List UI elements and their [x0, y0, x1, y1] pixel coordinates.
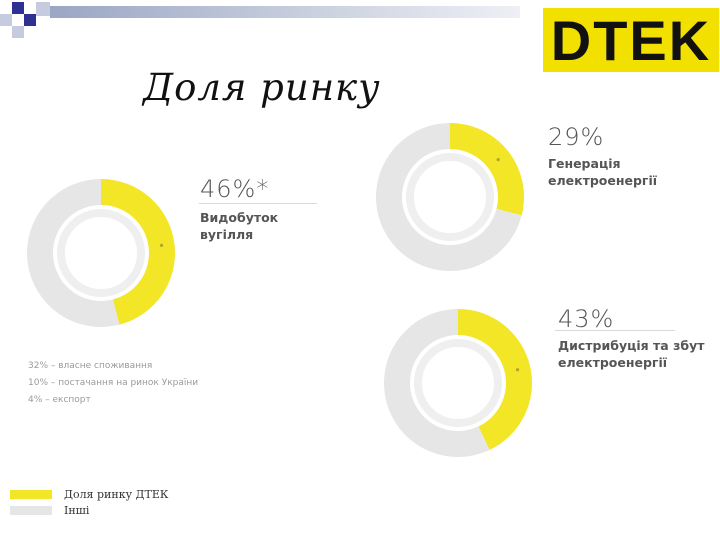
coal-breakdown-notes: 32% – власне споживання 10% – постачання…	[28, 358, 198, 409]
legend-item-other: Інші	[10, 504, 89, 517]
chart-label-coal: Видобуток вугілля	[200, 210, 279, 242]
logo-text: DTEK	[551, 9, 711, 72]
decor-square	[36, 2, 50, 16]
legend-item-dtek: Доля ринку ДТЕК	[10, 488, 168, 501]
donut-marker-dot	[515, 368, 520, 372]
chart-label-distribution: Дистрибуція та збут електроенергії	[558, 338, 705, 370]
legend-swatch-dtek	[10, 490, 52, 499]
donut-slice-other	[384, 309, 490, 457]
value-label-distribution: 43%	[558, 305, 615, 333]
decor-square	[12, 2, 24, 14]
value-label-generation: 29%	[548, 123, 605, 151]
legend-swatch-other	[10, 506, 52, 515]
legend-label-other: Інші	[64, 504, 90, 517]
donut-slice-other	[27, 179, 120, 327]
donut-marker-dot	[496, 158, 500, 162]
leader-line-distribution	[555, 330, 675, 331]
decor-square	[24, 14, 36, 26]
donut-chart-generation	[376, 123, 524, 271]
dtek-logo: DTEK	[543, 8, 719, 72]
note-item: 10% – постачання на ринок України	[28, 378, 199, 388]
decor-square	[12, 26, 24, 38]
slide-title: Доля ринку	[143, 66, 381, 109]
note-item: 4% – експорт	[28, 395, 91, 405]
donut-slice-other	[376, 123, 522, 271]
donut-slice-dtek	[101, 179, 176, 325]
donut-chart-distribution	[384, 309, 532, 457]
chart-label-generation: Генерація електроенергії	[548, 156, 658, 188]
decor-top-bar	[50, 6, 520, 18]
decor-square	[0, 14, 12, 26]
donut-slice-dtek	[450, 123, 524, 216]
donut-inner-ring	[414, 339, 502, 427]
note-item: 32% – власне споживання	[28, 361, 153, 371]
legend-label-dtek: Доля ринку ДТЕК	[64, 488, 169, 501]
donut-slice-dtek	[458, 309, 532, 450]
donut-marker-dot	[159, 243, 164, 247]
donut-chart-coal	[27, 179, 176, 327]
donut-inner-ring	[406, 153, 494, 241]
donut-inner-ring	[57, 209, 145, 297]
leader-line-coal	[199, 203, 317, 204]
value-label-coal: 46%*	[200, 175, 270, 203]
